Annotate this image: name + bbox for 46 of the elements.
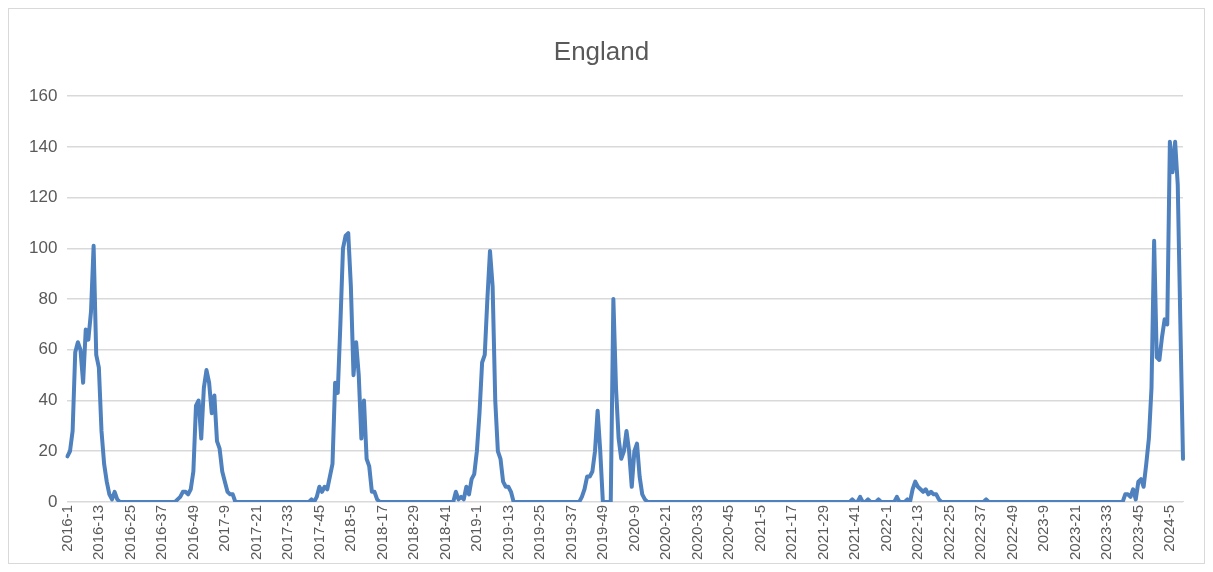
y-tick-label: 0 (47, 491, 58, 511)
x-tick-label: 2018-29 (404, 504, 422, 561)
y-tick-label: 40 (38, 390, 58, 410)
x-tick-label: 2022-49 (1002, 504, 1020, 561)
y-tick-label: 20 (38, 440, 58, 460)
x-tick-label: 2016-49 (183, 504, 201, 561)
x-tick-label: 2021-5 (750, 504, 768, 552)
x-tick-label: 2023-21 (1065, 504, 1083, 561)
x-tick-label: 2019-49 (593, 504, 611, 561)
x-tick-label: 2021-29 (813, 504, 831, 561)
x-tick-label: 2019-1 (467, 504, 485, 552)
x-tick-label: 2018-17 (372, 504, 390, 561)
x-tick-label: 2023-9 (1034, 504, 1052, 552)
x-tick-label: 2022-37 (971, 504, 989, 561)
x-tick-label: 2022-1 (876, 504, 894, 552)
x-tick-label: 2017-9 (215, 504, 233, 552)
y-tick-label: 100 (28, 238, 58, 258)
y-tick-label: 160 (28, 85, 58, 105)
x-tick-label: 2024-5 (1160, 504, 1178, 552)
x-tick-label: 2017-33 (278, 504, 296, 561)
x-tick-label: 2021-17 (782, 504, 800, 561)
x-tick-label: 2018-41 (435, 504, 453, 561)
x-tick-label: 2022-13 (908, 504, 926, 561)
x-tick-label: 2016-13 (89, 504, 106, 561)
y-tick-label: 140 (28, 136, 58, 156)
x-tick-label: 2023-33 (1097, 504, 1115, 561)
chart-title: England (553, 35, 650, 66)
x-tick-label: 2020-45 (719, 504, 737, 561)
x-tick-label: 2016-1 (57, 504, 75, 552)
x-tick-label: 2016-25 (120, 504, 138, 561)
x-tick-label: 2019-13 (498, 504, 516, 561)
x-tick-label: 2023-45 (1128, 504, 1146, 561)
x-tick-label: 2017-45 (309, 504, 327, 561)
y-tick-label: 80 (38, 288, 58, 308)
x-tick-label: 2020-9 (624, 504, 642, 552)
x-tick-label: 2020-21 (656, 504, 674, 561)
x-tick-label: 2022-25 (939, 504, 957, 561)
y-tick-label: 60 (38, 339, 58, 359)
x-tick-label: 2019-37 (561, 504, 579, 561)
x-tick-label: 2020-33 (687, 504, 705, 561)
x-tick-label: 2019-25 (530, 504, 548, 561)
x-tick-label: 2017-21 (246, 504, 264, 561)
x-tick-label: 2021-41 (845, 504, 863, 561)
x-tick-label: 2018-5 (341, 504, 359, 552)
y-tick-label: 120 (28, 187, 58, 207)
x-tick-label: 2016-37 (152, 504, 170, 561)
